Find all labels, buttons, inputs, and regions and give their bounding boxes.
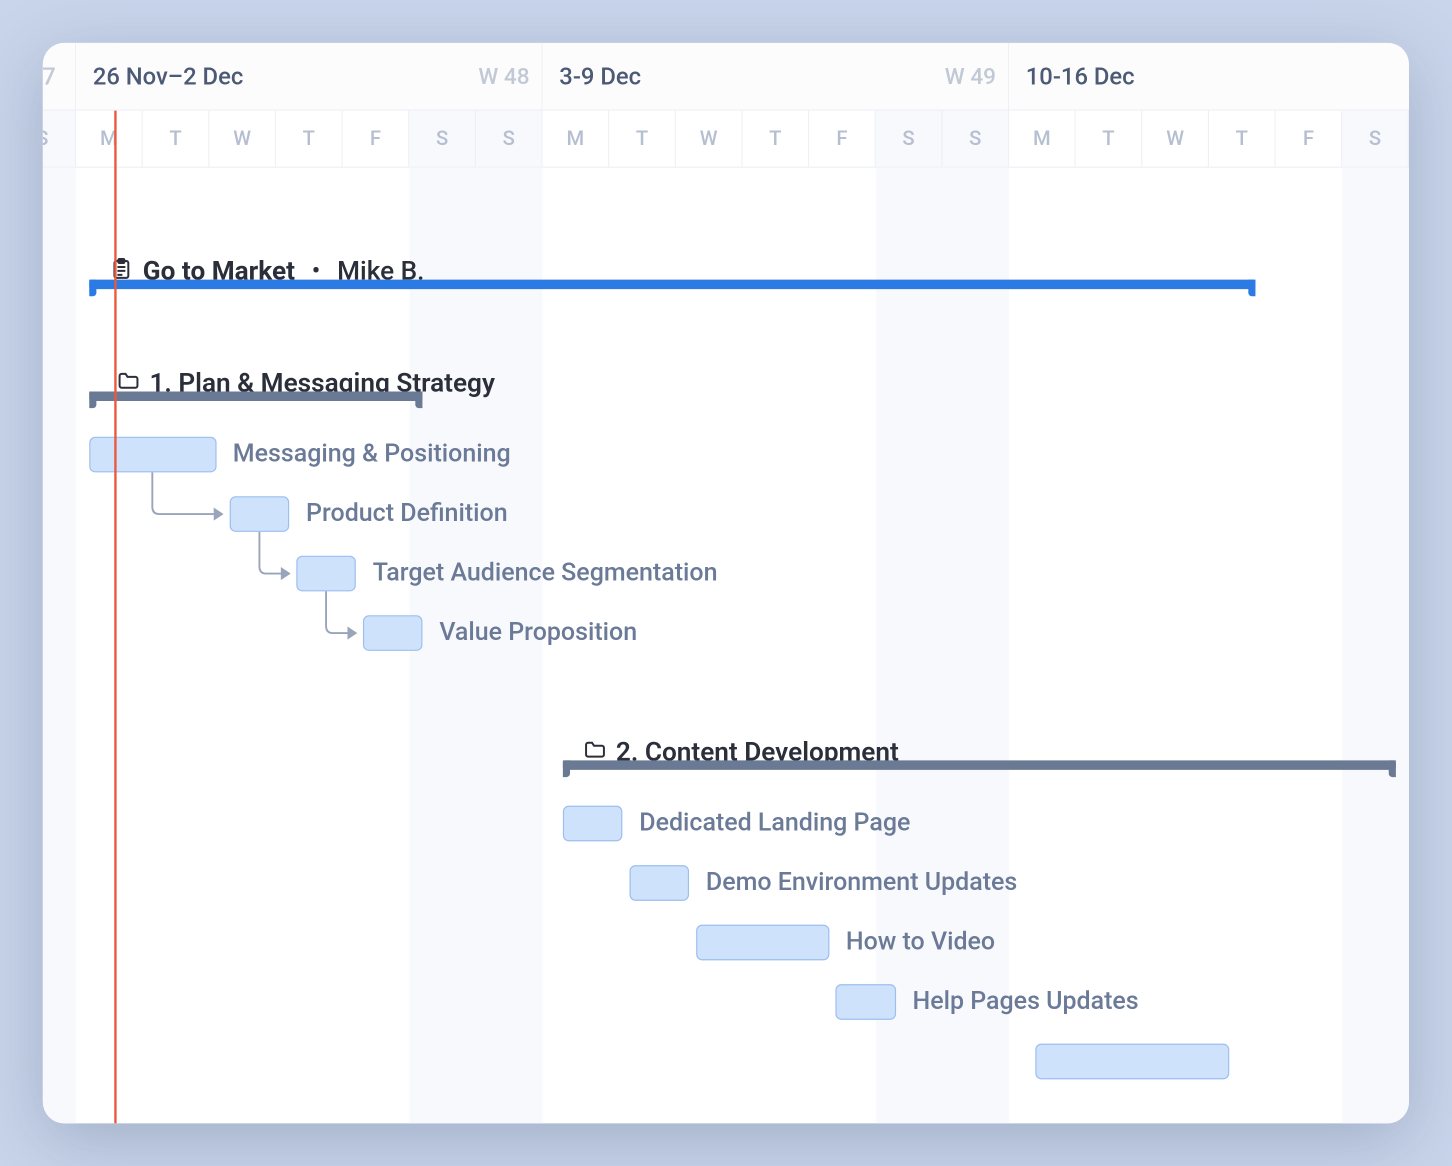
week-range-label: 3-9 Dec: [559, 62, 641, 91]
day-letter: S: [43, 127, 49, 151]
week-number: 47: [43, 62, 56, 91]
day-letter: S: [436, 127, 448, 151]
task-bar[interactable]: [296, 556, 356, 592]
day-cell[interactable]: T: [743, 109, 810, 166]
day-letter: W: [700, 127, 718, 151]
folder-summary-bar[interactable]: [89, 392, 422, 402]
gantt-body[interactable]: Go to Market • Mike B. 1. Plan & Messagin…: [43, 167, 1409, 1124]
dependency-arrow: [148, 468, 241, 533]
week-range-label: 26 Nov–2 Dec: [93, 62, 243, 91]
project-summary-bar[interactable]: [89, 280, 1255, 290]
day-cell[interactable]: S: [942, 109, 1009, 166]
task-bar[interactable]: [563, 806, 623, 842]
task-label: How to Video: [846, 928, 995, 957]
day-cell[interactable]: F: [809, 109, 876, 166]
day-letter: T: [303, 127, 315, 151]
day-cell[interactable]: T: [609, 109, 676, 166]
day-cell[interactable]: S: [476, 109, 543, 166]
day-cell[interactable]: M: [76, 109, 143, 166]
timeline-header: 47 26 Nov–2 Dec W 48 3-9 Dec W 49 10-16 Dec S…: [43, 43, 1409, 167]
weekend-column: [1342, 168, 1409, 1124]
day-letter: M: [1033, 127, 1051, 151]
day-letter: S: [902, 127, 914, 151]
day-letter: F: [370, 127, 381, 151]
today-line: [114, 111, 116, 1124]
week-number: W 49: [945, 62, 996, 89]
day-cell[interactable]: M: [1009, 109, 1076, 166]
task-bar[interactable]: [836, 984, 896, 1020]
weekend-column: [43, 168, 76, 1124]
day-cell[interactable]: S: [43, 109, 76, 166]
week-number: W 48: [478, 62, 529, 89]
gantt-card: 47 26 Nov–2 Dec W 48 3-9 Dec W 49 10-16 Dec S…: [43, 43, 1409, 1124]
task-label: Help Pages Updates: [912, 988, 1138, 1017]
task-bar[interactable]: [1036, 1044, 1229, 1080]
task-bar[interactable]: [363, 615, 423, 651]
day-cell[interactable]: W: [676, 109, 743, 166]
weekend-column: [876, 168, 943, 1124]
folder-header[interactable]: 2. Content Development: [583, 722, 1409, 782]
weekend-column: [942, 168, 1009, 1124]
day-cell[interactable]: T: [1209, 109, 1276, 166]
project-header[interactable]: Go to Market • Mike B.: [109, 242, 1408, 302]
day-letter: S: [503, 127, 515, 151]
week-cell[interactable]: 10-16 Dec: [1009, 43, 1409, 110]
week-cell[interactable]: 26 Nov–2 Dec W 48: [76, 43, 542, 110]
week-cell[interactable]: 3-9 Dec W 49: [543, 43, 1009, 110]
timeline-week-row: 47 26 Nov–2 Dec W 48 3-9 Dec W 49 10-16 Dec: [43, 43, 1409, 110]
day-cell[interactable]: F: [343, 109, 410, 166]
day-letter: W: [1166, 127, 1184, 151]
task-label: Dedicated Landing Page: [639, 809, 910, 838]
task-label: Messaging & Positioning: [233, 440, 511, 469]
day-cell[interactable]: S: [876, 109, 943, 166]
task-label: Demo Environment Updates: [706, 869, 1017, 898]
task-label: Product Definition: [306, 500, 508, 529]
day-cell[interactable]: T: [1076, 109, 1143, 166]
day-cell[interactable]: F: [1276, 109, 1343, 166]
day-letter: T: [169, 127, 181, 151]
day-cell[interactable]: S: [1342, 109, 1409, 166]
week-cell[interactable]: 47: [43, 43, 76, 110]
task-bar[interactable]: [629, 865, 689, 901]
folder-summary-bar[interactable]: [563, 760, 1396, 770]
task-bar[interactable]: [229, 496, 289, 532]
timeline-day-row: SMTWTFSSMTWTFSSMTWTFS: [43, 109, 1409, 166]
day-letter: F: [1303, 127, 1314, 151]
day-cell[interactable]: M: [543, 109, 610, 166]
day-letter: S: [1369, 127, 1381, 151]
day-letter: W: [233, 127, 251, 151]
day-letter: M: [567, 127, 585, 151]
day-cell[interactable]: S: [409, 109, 476, 166]
week-range-label: 10-16 Dec: [1026, 62, 1135, 91]
day-cell[interactable]: T: [143, 109, 210, 166]
task-label: Target Audience Segmentation: [373, 559, 718, 588]
folder-header[interactable]: 1. Plan & Messaging Strategy: [116, 353, 1409, 413]
day-letter: T: [1102, 127, 1114, 151]
day-letter: T: [769, 127, 781, 151]
day-letter: S: [969, 127, 981, 151]
task-label: Value Proposition: [439, 619, 637, 648]
day-cell[interactable]: T: [276, 109, 343, 166]
day-letter: T: [1236, 127, 1248, 151]
day-cell[interactable]: W: [209, 109, 276, 166]
task-bar[interactable]: [89, 437, 216, 473]
task-bar[interactable]: [696, 925, 829, 961]
day-letter: F: [836, 127, 847, 151]
day-letter: T: [636, 127, 648, 151]
day-cell[interactable]: W: [1142, 109, 1209, 166]
